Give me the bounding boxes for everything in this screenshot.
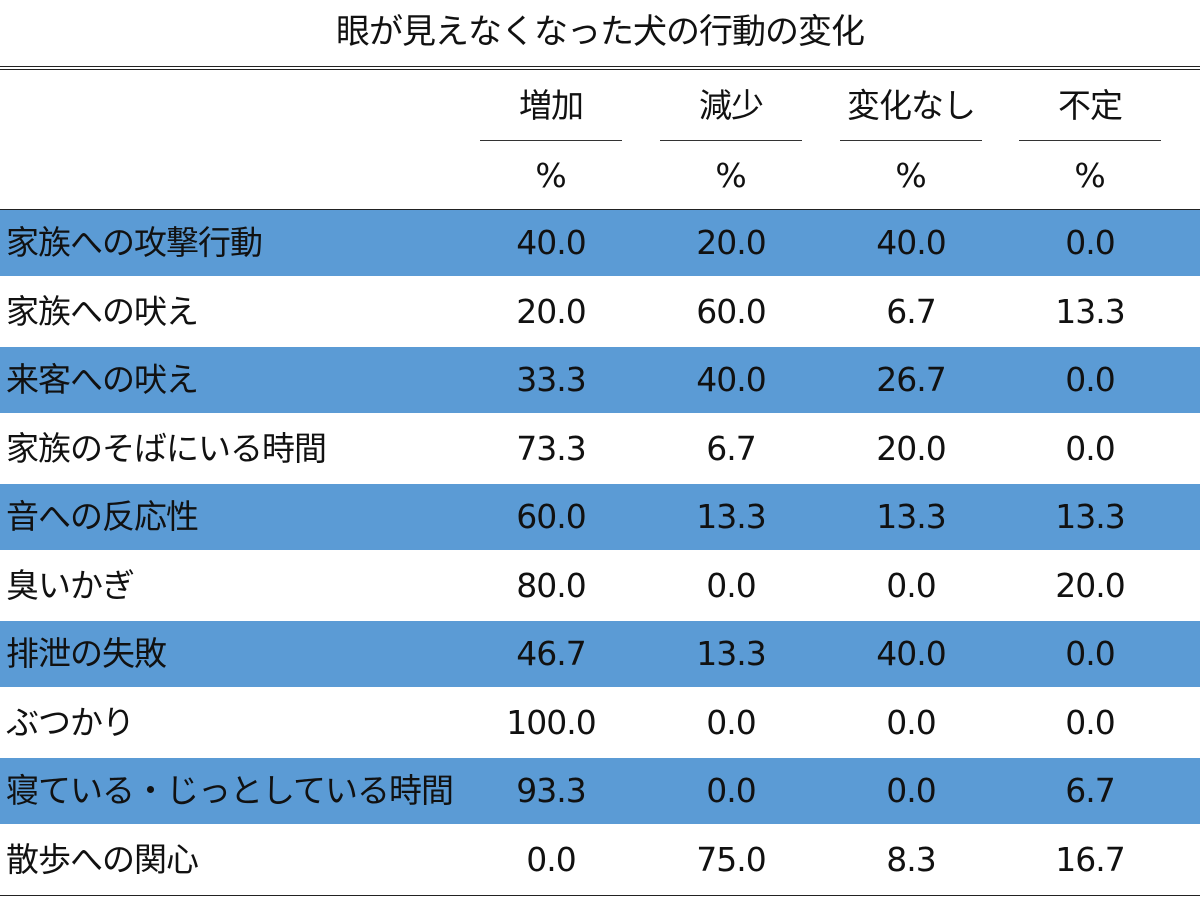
cell-no-change: 20.0 bbox=[876, 428, 946, 468]
row-label: ぶつかり bbox=[6, 702, 135, 742]
row-label: 家族への吠え bbox=[6, 291, 199, 331]
unit-label: % bbox=[1074, 156, 1106, 195]
table-row: 家族への吠え 20.0 60.0 6.7 13.3 bbox=[0, 279, 1200, 345]
header-underline bbox=[660, 140, 802, 141]
column-header-increase: 増加 bbox=[519, 86, 584, 125]
header-underline bbox=[1019, 140, 1161, 141]
cell-decrease: 20.0 bbox=[696, 223, 766, 262]
unit-label: % bbox=[715, 156, 747, 195]
cell-increase: 100.0 bbox=[506, 702, 596, 742]
cell-no-change: 13.3 bbox=[876, 497, 946, 536]
column-header-no-change: 変化なし bbox=[847, 86, 976, 125]
column-header-decrease: 減少 bbox=[699, 86, 764, 125]
cell-no-change: 40.0 bbox=[876, 223, 946, 262]
unit-label: % bbox=[895, 156, 927, 195]
cell-no-change: 6.7 bbox=[886, 291, 936, 331]
cell-indefinite: 20.0 bbox=[1055, 565, 1125, 605]
cell-indefinite: 13.3 bbox=[1055, 497, 1125, 536]
table-row: ぶつかり 100.0 0.0 0.0 0.0 bbox=[0, 690, 1200, 756]
row-label: 散歩への関心 bbox=[6, 839, 199, 879]
header-bottom-rule bbox=[0, 209, 1200, 210]
table-row: 家族のそばにいる時間 73.3 6.7 20.0 0.0 bbox=[0, 416, 1200, 482]
table-title: 眼が見えなくなった犬の行動の変化 bbox=[336, 12, 865, 52]
cell-indefinite: 16.7 bbox=[1055, 839, 1125, 879]
cell-indefinite: 0.0 bbox=[1065, 360, 1115, 399]
cell-indefinite: 0.0 bbox=[1065, 702, 1115, 742]
cell-indefinite: 13.3 bbox=[1055, 291, 1125, 331]
cell-decrease: 13.3 bbox=[696, 497, 766, 536]
table-row: 臭いかぎ 80.0 0.0 0.0 20.0 bbox=[0, 553, 1200, 619]
header-underline bbox=[840, 140, 982, 141]
cell-no-change: 8.3 bbox=[886, 839, 936, 879]
row-label: 排泄の失敗 bbox=[6, 634, 167, 673]
cell-no-change: 40.0 bbox=[876, 634, 946, 673]
table-bottom-rule bbox=[0, 895, 1200, 896]
cell-no-change: 0.0 bbox=[886, 771, 936, 810]
cell-increase: 40.0 bbox=[516, 223, 586, 262]
cell-increase: 33.3 bbox=[516, 360, 586, 399]
row-label: 臭いかぎ bbox=[6, 565, 135, 605]
table-row: 寝ている・じっとしている時間 93.3 0.0 0.0 6.7 bbox=[0, 758, 1200, 824]
cell-decrease: 75.0 bbox=[696, 839, 766, 879]
table-row: 排泄の失敗 46.7 13.3 40.0 0.0 bbox=[0, 621, 1200, 687]
cell-increase: 80.0 bbox=[516, 565, 586, 605]
cell-decrease: 13.3 bbox=[696, 634, 766, 673]
table-row: 来客への吠え 33.3 40.0 26.7 0.0 bbox=[0, 347, 1200, 413]
row-label: 家族のそばにいる時間 bbox=[6, 428, 327, 468]
cell-no-change: 0.0 bbox=[886, 702, 936, 742]
row-label: 家族への攻撃行動 bbox=[6, 223, 263, 262]
cell-increase: 73.3 bbox=[516, 428, 586, 468]
header-underline bbox=[480, 140, 622, 141]
cell-indefinite: 0.0 bbox=[1065, 428, 1115, 468]
table-row: 家族への攻撃行動 40.0 20.0 40.0 0.0 bbox=[0, 210, 1200, 276]
row-label: 寝ている・じっとしている時間 bbox=[6, 771, 454, 810]
cell-indefinite: 0.0 bbox=[1065, 634, 1115, 673]
top-double-rule bbox=[0, 66, 1200, 70]
cell-increase: 93.3 bbox=[516, 771, 586, 810]
table-row: 音への反応性 60.0 13.3 13.3 13.3 bbox=[0, 484, 1200, 550]
row-label: 音への反応性 bbox=[6, 497, 199, 536]
cell-no-change: 26.7 bbox=[876, 360, 946, 399]
cell-indefinite: 0.0 bbox=[1065, 223, 1115, 262]
cell-decrease: 40.0 bbox=[696, 360, 766, 399]
cell-increase: 46.7 bbox=[516, 634, 586, 673]
column-header-indefinite: 不定 bbox=[1058, 86, 1123, 125]
cell-decrease: 0.0 bbox=[706, 771, 756, 810]
cell-increase: 20.0 bbox=[516, 291, 586, 331]
row-label: 来客への吠え bbox=[6, 360, 199, 399]
cell-decrease: 0.0 bbox=[706, 565, 756, 605]
cell-increase: 0.0 bbox=[526, 839, 576, 879]
table-row: 散歩への関心 0.0 75.0 8.3 16.7 bbox=[0, 827, 1200, 893]
cell-decrease: 6.7 bbox=[706, 428, 756, 468]
cell-indefinite: 6.7 bbox=[1065, 771, 1115, 810]
cell-increase: 60.0 bbox=[516, 497, 586, 536]
unit-label: % bbox=[535, 156, 567, 195]
cell-no-change: 0.0 bbox=[886, 565, 936, 605]
cell-decrease: 60.0 bbox=[696, 291, 766, 331]
cell-decrease: 0.0 bbox=[706, 702, 756, 742]
